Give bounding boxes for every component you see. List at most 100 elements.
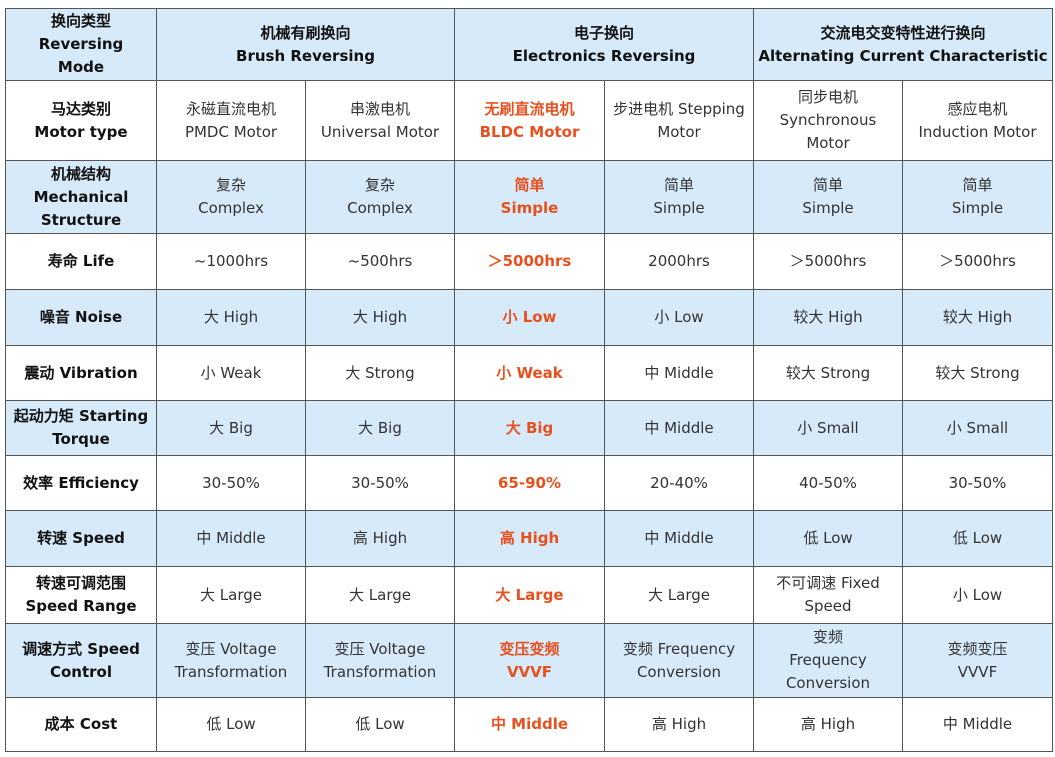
row-label-text: 寿命 Life [47, 252, 115, 270]
cell-text: Synchronous [779, 111, 877, 129]
table-cell: 简单 Simple [902, 160, 1053, 234]
table-cell: 变频 Frequency Conversion [604, 623, 754, 698]
table-cell: 较大 High [902, 289, 1053, 346]
cell-text: 变压 Voltage [185, 639, 277, 658]
cell-text: 中 Middle [644, 363, 714, 382]
cell-text: 无刷直流电机 [484, 99, 575, 118]
cell-text: 简单 [514, 176, 545, 194]
cell-text: 小 Weak [496, 363, 563, 382]
cell-text: VVVF [957, 662, 998, 681]
table-row: 寿命 Life ~1000hrs ~500hrs ＞5000hrs 2000hrs ＞50… [5, 233, 1053, 290]
table-cell: 变压 Voltage Transformation [305, 623, 455, 698]
group-ac-characteristic: 交流电交变特性进行换向 Alternating Current Characte… [753, 8, 1053, 81]
table-row: 噪音 Noise 大 High 大 High 小 Low 小 Low 较大 High 较大 … [5, 289, 1053, 346]
row-label-cell: 震动 Vibration [5, 345, 157, 401]
header-label-en-1: Reversing [38, 35, 124, 53]
cell-text: 串激电机 [349, 99, 410, 118]
cell-text: 低 Low [206, 715, 256, 733]
row-label-text: 马达类别 [50, 99, 111, 118]
cell-text: ~1000hrs [193, 252, 269, 270]
cell-text: 2000hrs [648, 252, 710, 270]
table-cell: 变频变压 VVVF [902, 623, 1053, 698]
table-row: 转速 Speed 中 Middle 高 High 高 High 中 Middle 低 Lo… [5, 510, 1053, 567]
highlighted-cell: 无刷直流电机 BLDC Motor [454, 80, 605, 161]
row-label-cell: 机械结构 Mechanical Structure [5, 160, 157, 234]
cell-text: 低 Low [952, 529, 1003, 547]
table-cell: 小 Weak [156, 345, 306, 401]
cell-text: 简单 [812, 176, 843, 194]
table-cell: 感应电机 Induction Motor [902, 80, 1053, 161]
table-row: 震动 Vibration 小 Weak 大 Strong 小 Weak 中 Middle… [5, 345, 1053, 401]
cell-text: 较大 Strong [935, 363, 1020, 382]
cell-text: 变频 Frequency [622, 639, 736, 658]
cell-text: 大 Large [648, 585, 710, 604]
table-cell: 简单 Simple [604, 160, 754, 234]
row-label-cell: 起动力矩 Starting Torque [5, 400, 157, 456]
cell-text: ＞5000hrs [487, 252, 572, 270]
cell-text: Motor [657, 122, 701, 141]
table-cell: 高 High [604, 697, 754, 752]
table-cell: 20-40% [604, 455, 754, 511]
table-cell: 复杂 Complex [156, 160, 306, 234]
table-cell: 大 Strong [305, 345, 455, 401]
table-cell: 小 Low [902, 566, 1053, 624]
cell-text: 高 High [499, 529, 560, 547]
cell-text: 中 Middle [490, 715, 569, 733]
row-label-text: Motor type [34, 122, 128, 141]
table-cell: 变压 Voltage Transformation [156, 623, 306, 698]
cell-text: Simple [951, 199, 1004, 217]
table-cell: 不可调速 Fixed Speed [753, 566, 903, 624]
cell-text: 变压变频 [499, 639, 560, 658]
table-cell: 简单 Simple [753, 160, 903, 234]
cell-text: 较大 High [942, 308, 1013, 326]
cell-text: 中 Middle [942, 715, 1013, 733]
table-cell: 小 Small [753, 400, 903, 456]
table-cell: 中 Middle [604, 345, 754, 401]
cell-text: Motor [806, 134, 850, 152]
header-label-cell: 换向类型 Reversing Mode [5, 8, 157, 81]
table-cell: ＞5000hrs [902, 233, 1053, 290]
cell-text: 复杂 [215, 176, 246, 194]
cell-text: 较大 Strong [785, 363, 871, 382]
cell-text: 永磁直流电机 [185, 99, 276, 118]
table-row: 调速方式 Speed Control 变压 Voltage Transformatio… [5, 623, 1053, 698]
group-brush-reversing: 机械有刷换向 Brush Reversing [156, 8, 455, 81]
cell-text: 20-40% [650, 473, 708, 492]
cell-text: 大 Strong [345, 363, 415, 382]
group-en: Alternating Current Characteristic [758, 46, 1048, 65]
cell-text: 感应电机 [947, 99, 1008, 118]
table-cell: 小 Low [604, 289, 754, 346]
group-en: Brush Reversing [236, 46, 375, 65]
cell-text: 步进电机 Stepping [613, 99, 745, 118]
table-cell: ~500hrs [305, 233, 455, 290]
row-label-text: 机械结构 [50, 164, 111, 183]
table-cell: 大 High [156, 289, 306, 346]
cell-text: 大 Large [200, 585, 262, 604]
cell-text: 小 Low [654, 308, 704, 326]
cell-text: 小 Low [952, 585, 1003, 604]
row-label-cell: 噪音 Noise [5, 289, 157, 346]
table-cell: 大 Large [305, 566, 455, 624]
cell-text: Conversion [636, 662, 722, 681]
table-cell: 大 Large [604, 566, 754, 624]
cell-text: 变压 Voltage [334, 639, 426, 658]
table-cell: 低 Low [156, 697, 306, 752]
cell-text: 小 Small [946, 418, 1009, 437]
cell-text: 不可调速 Fixed [776, 574, 880, 592]
table-cell: 大 Big [305, 400, 455, 456]
row-label-text: 转速可调范围 [35, 574, 126, 592]
cell-text: PMDC Motor [184, 122, 278, 141]
cell-text: 大 Big [209, 418, 253, 437]
highlighted-cell: 高 High [454, 510, 605, 567]
row-label-cell: 转速 Speed [5, 510, 157, 567]
table-cell: 小 Small [902, 400, 1053, 456]
cell-text: 小 Weak [200, 363, 262, 382]
table-cell: 串激电机 Universal Motor [305, 80, 455, 161]
table-cell: 较大 Strong [753, 345, 903, 401]
table-cell: 复杂 Complex [305, 160, 455, 234]
cell-text: 复杂 [364, 176, 395, 194]
cell-text: 较大 High [793, 308, 863, 326]
highlighted-cell: ＞5000hrs [454, 233, 605, 290]
cell-text: Complex [198, 199, 264, 217]
table-cell: 低 Low [902, 510, 1053, 567]
